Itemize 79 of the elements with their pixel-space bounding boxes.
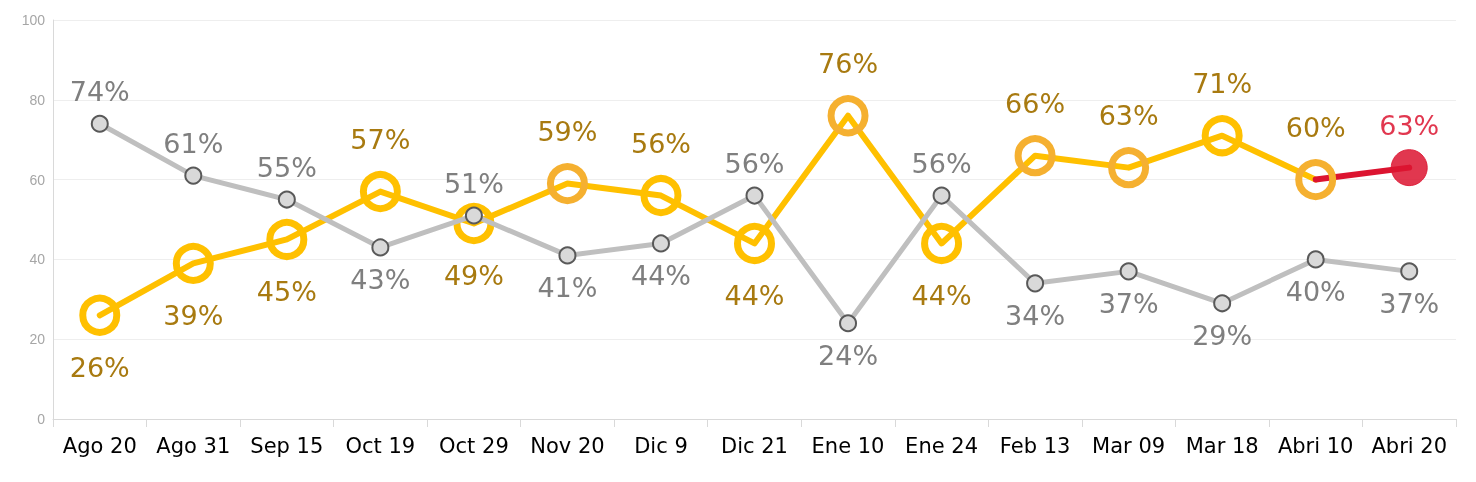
data-label: 76% [818, 48, 879, 80]
point [1295, 159, 1337, 201]
x-tick-label: Ago 20 [62, 433, 137, 458]
data-label: 49% [443, 259, 504, 291]
point [558, 246, 577, 265]
y-tick-label: 60 [29, 171, 46, 188]
data-label: 41% [537, 272, 598, 304]
point [371, 238, 390, 257]
data-label: 60% [1285, 112, 1346, 144]
point [745, 186, 764, 205]
point [1026, 274, 1045, 293]
data-label: 51% [443, 167, 504, 199]
data-label: 56% [724, 147, 785, 179]
x-tick-label: Dic 21 [721, 433, 788, 458]
data-label: 71% [1192, 68, 1253, 100]
data-label: 44% [724, 279, 785, 311]
y-tick-label: 80 [29, 91, 46, 108]
point [839, 314, 858, 333]
x-tick-label: Sep 15 [250, 433, 324, 458]
point [827, 95, 869, 137]
point [1306, 250, 1325, 269]
data-label: 56% [630, 128, 691, 160]
point [1390, 149, 1428, 187]
point [266, 218, 308, 260]
point [651, 234, 670, 253]
point [921, 222, 963, 264]
x-tick-label: Nov 20 [530, 433, 605, 458]
x-tick-label: Oct 19 [345, 433, 416, 458]
y-tick-label: 100 [21, 12, 46, 28]
data-label: 63% [1379, 110, 1440, 142]
data-label: 37% [1379, 288, 1440, 320]
point [1400, 262, 1419, 281]
data-label: 74% [69, 75, 130, 107]
point [90, 114, 109, 133]
point [932, 186, 951, 205]
data-label: 24% [818, 340, 879, 372]
data-label: 26% [69, 351, 130, 383]
data-label: 59% [537, 116, 598, 148]
x-tick-label: Ene 24 [905, 433, 979, 458]
point [546, 163, 588, 205]
data-label: 29% [1192, 320, 1253, 352]
data-label: 63% [1098, 100, 1159, 132]
x-tick-label: Mar 09 [1092, 433, 1166, 458]
data-label: 37% [1098, 288, 1159, 320]
point [79, 294, 121, 336]
data-label: 55% [256, 151, 317, 183]
data-label: 44% [911, 279, 972, 311]
x-tick-label: Mar 18 [1185, 433, 1259, 458]
data-label: 40% [1285, 276, 1346, 308]
x-tick-label: Dic 9 [634, 433, 688, 458]
point [1108, 147, 1150, 189]
data-label: 57% [350, 124, 411, 156]
data-label: 34% [1005, 300, 1066, 332]
x-tick-label: Oct 29 [439, 433, 509, 458]
y-tick-label: 20 [29, 331, 46, 348]
y-tick-label: 0 [37, 411, 46, 427]
data-label: 39% [163, 299, 224, 331]
x-tick-label: Abri 10 [1277, 433, 1354, 458]
data-label: 66% [1005, 88, 1066, 120]
point [1014, 135, 1056, 177]
data-label: 45% [256, 275, 317, 307]
point [277, 190, 296, 209]
point [1119, 262, 1138, 281]
data-label: 61% [163, 127, 224, 159]
x-tick-label: Feb 13 [999, 433, 1071, 458]
data-label: 44% [630, 260, 691, 292]
point [172, 242, 214, 284]
point [734, 222, 775, 264]
point [1201, 115, 1243, 157]
point [184, 166, 203, 185]
data-label: 43% [350, 264, 411, 296]
x-tick-label: Ene 10 [811, 433, 885, 458]
point [1213, 294, 1232, 313]
point [359, 171, 401, 213]
data-label: 56% [911, 147, 972, 179]
y-tick-label: 40 [29, 251, 46, 268]
x-tick-label: Ago 31 [156, 433, 231, 458]
point [640, 175, 682, 217]
x-tick-label: Abri 20 [1371, 433, 1448, 458]
